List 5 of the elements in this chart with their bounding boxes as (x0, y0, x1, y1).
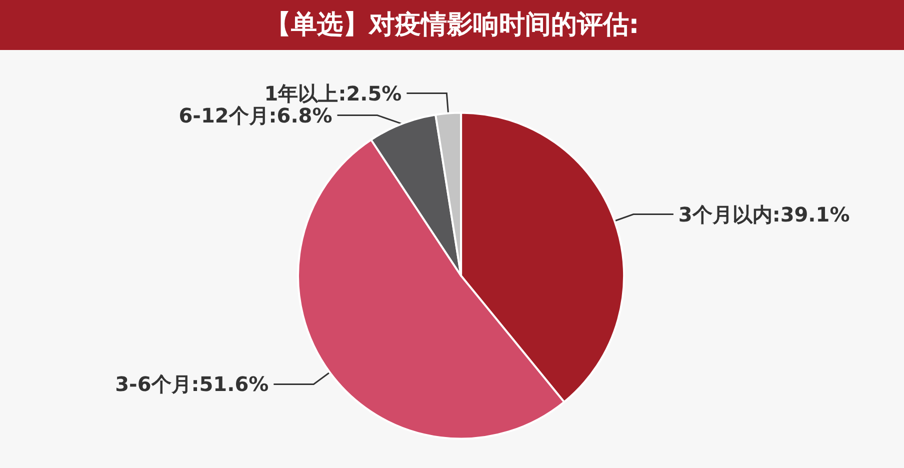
slice-label: 6-12个月:6.8% (178, 103, 332, 128)
slice-label: 3个月以内:39.1% (678, 202, 850, 226)
chart-title: 【单选】对疫情影响时间的评估: (0, 0, 904, 50)
slice-label: 1年以上:2.5% (264, 81, 402, 106)
slice-label: 3-6个月:51.6% (115, 372, 269, 396)
